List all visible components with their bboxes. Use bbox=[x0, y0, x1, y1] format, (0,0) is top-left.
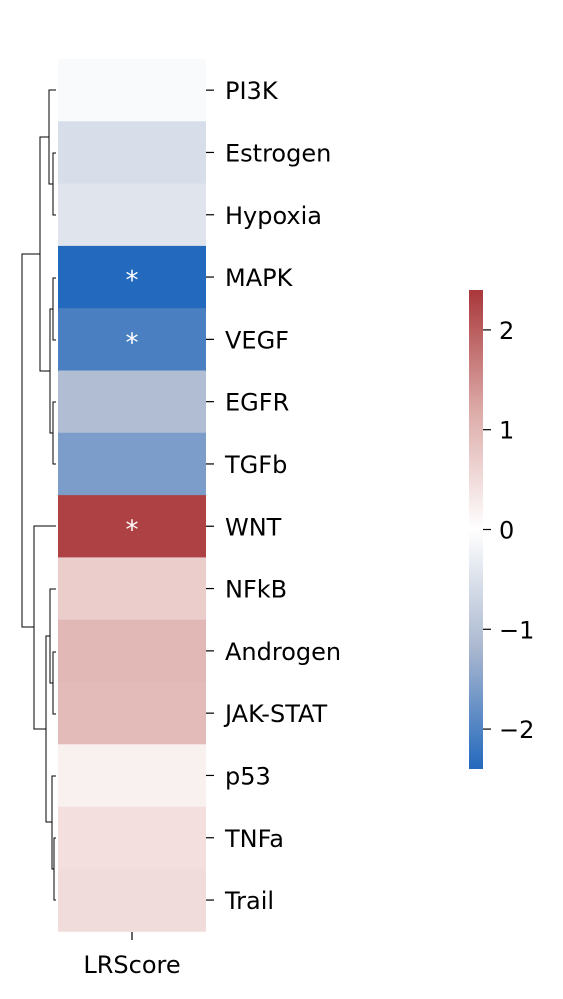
heatmap-cell bbox=[58, 245, 206, 309]
heatmap-cell bbox=[58, 806, 206, 870]
row-label: TGFb bbox=[224, 451, 287, 479]
colorbar-ticks: 2 1 0 −1 −2 bbox=[483, 317, 534, 744]
colorbar-tick-label: 0 bbox=[499, 517, 514, 545]
heatmap-cell bbox=[58, 495, 206, 558]
colorbar-tick-label: −1 bbox=[499, 616, 534, 644]
row-label: WNT bbox=[225, 513, 282, 541]
row-label: JAK-STAT bbox=[223, 700, 328, 728]
heatmap-cell bbox=[58, 370, 206, 434]
row-label: Hypoxia bbox=[225, 202, 322, 230]
x-axis-label: LRScore bbox=[83, 951, 180, 979]
row-ticks bbox=[206, 89, 214, 901]
heatmap-cell bbox=[58, 557, 206, 621]
row-label: PI3K bbox=[225, 77, 279, 105]
colorbar bbox=[469, 290, 483, 769]
heatmap-cell bbox=[58, 868, 206, 932]
row-label: Estrogen bbox=[225, 139, 331, 167]
significance-star: * bbox=[126, 328, 139, 358]
heatmap-cell bbox=[58, 121, 206, 185]
heatmap-cell bbox=[58, 432, 206, 496]
significance-star: * bbox=[126, 266, 139, 296]
row-label: Trail bbox=[224, 887, 274, 915]
heatmap-cells bbox=[58, 59, 206, 932]
row-label: MAPK bbox=[225, 264, 294, 292]
heatmap-cell bbox=[58, 744, 206, 808]
row-label: EGFR bbox=[225, 389, 289, 417]
row-dendrogram bbox=[21, 89, 56, 901]
row-label: Androgen bbox=[225, 638, 341, 666]
significance-star: * bbox=[126, 515, 139, 545]
row-label: VEGF bbox=[225, 326, 289, 354]
heatmap-cell bbox=[58, 619, 206, 683]
row-label: NFkB bbox=[225, 576, 287, 604]
heatmap-cell bbox=[58, 59, 206, 122]
row-labels: PI3K Estrogen Hypoxia MAPK VEGF EGFR TGFb WNT NF… bbox=[223, 77, 341, 915]
row-label: p53 bbox=[225, 762, 271, 790]
heatmap-cell bbox=[58, 308, 206, 372]
heatmap-cell bbox=[58, 183, 206, 247]
colorbar-tick-label: 2 bbox=[499, 317, 514, 345]
significance-markers: * * * bbox=[126, 266, 139, 545]
colorbar-tick-label: −2 bbox=[499, 716, 534, 744]
row-label: TNFa bbox=[224, 825, 284, 853]
heatmap-cell bbox=[58, 682, 206, 745]
colorbar-tick-label: 1 bbox=[499, 417, 514, 445]
